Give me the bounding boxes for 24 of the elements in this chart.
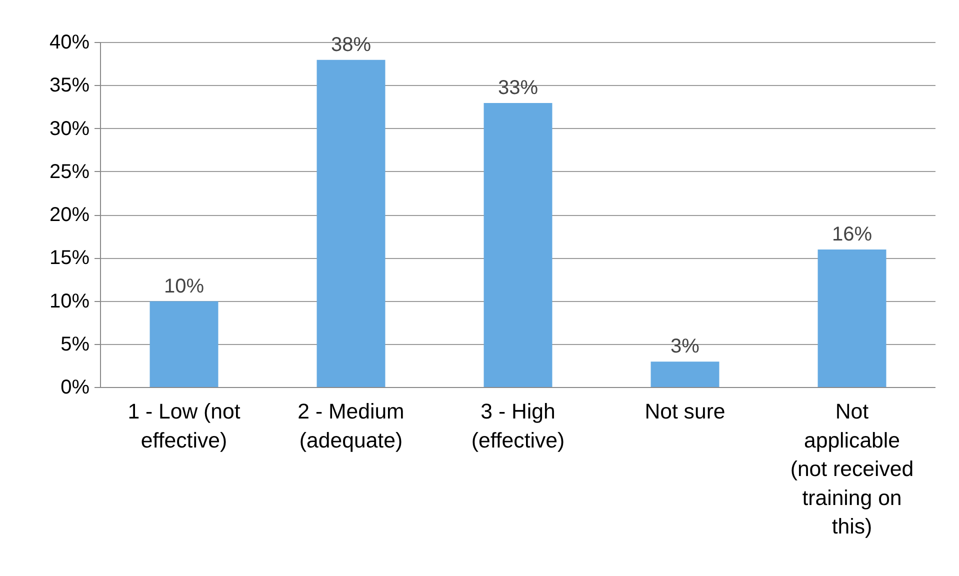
- x-tick-label: 1 - Low (not effective): [128, 400, 240, 452]
- bar: [150, 301, 218, 388]
- data-label: 16%: [832, 224, 872, 246]
- x-tick-label: Not applicable (not received training on this): [790, 400, 914, 539]
- x-tick-label: 2 - Medium (adequate): [298, 400, 404, 452]
- y-tick-label: 10%: [49, 290, 90, 312]
- data-label: 3%: [670, 336, 700, 358]
- y-tick-label: 5%: [60, 333, 90, 356]
- y-tick-label: 20%: [49, 204, 90, 226]
- data-label: 33%: [498, 76, 538, 99]
- bar: [818, 250, 886, 388]
- x-tick-label: Not sure: [644, 400, 726, 424]
- y-tick-label: 25%: [49, 160, 90, 183]
- y-tick-label: 35%: [49, 74, 90, 97]
- data-label: 10%: [164, 275, 204, 298]
- x-tick-label: 3 - High (effective): [471, 400, 565, 452]
- bar: [650, 362, 720, 388]
- y-tick-label: 30%: [49, 118, 90, 140]
- data-label: 38%: [330, 34, 372, 56]
- y-tick-label: 40%: [49, 32, 90, 54]
- bar: [316, 60, 386, 388]
- y-tick-label: 0%: [60, 376, 90, 398]
- y-tick-label: 15%: [49, 247, 90, 270]
- bar: [484, 102, 552, 388]
